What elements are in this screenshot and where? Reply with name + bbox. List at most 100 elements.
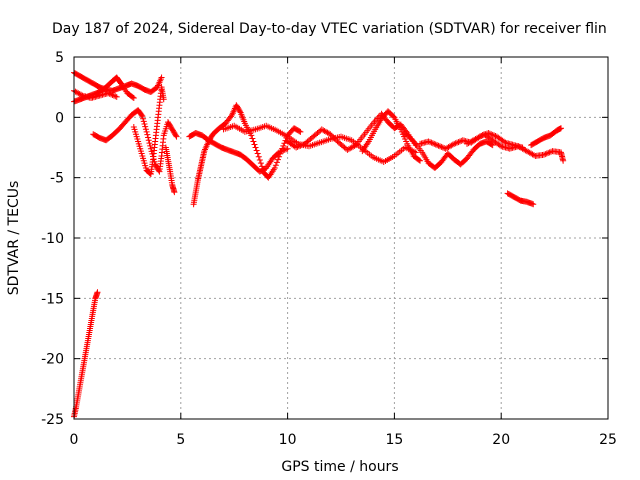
data-point — [417, 157, 424, 164]
data-point — [540, 151, 547, 158]
data-point — [334, 138, 341, 145]
data-point — [402, 130, 409, 137]
data-point — [248, 132, 255, 139]
data-point — [284, 145, 291, 152]
data-point — [429, 140, 436, 147]
data-point — [143, 128, 150, 135]
data-point — [545, 149, 552, 156]
x-tick-label: 10 — [279, 432, 297, 448]
data-point — [455, 139, 462, 146]
data-point — [415, 156, 422, 163]
data-point — [171, 189, 178, 196]
data-point — [145, 137, 152, 144]
x-tick-label: 15 — [385, 432, 403, 448]
series-16 — [504, 190, 537, 208]
x-tick-label: 20 — [492, 432, 510, 448]
data-point — [297, 142, 304, 149]
series-7 — [190, 102, 304, 208]
data-point — [560, 157, 567, 164]
data-point — [281, 140, 288, 147]
data-point — [145, 134, 152, 141]
y-tick-label: -15 — [41, 291, 64, 307]
data-point — [256, 156, 263, 163]
data-point — [146, 140, 153, 147]
series-6 — [162, 144, 178, 196]
data-point — [543, 150, 550, 157]
data-point — [530, 201, 537, 208]
data-point — [138, 112, 145, 119]
data-point — [328, 132, 335, 139]
data-point — [407, 135, 414, 142]
data-point — [542, 151, 549, 158]
series-5 — [130, 84, 167, 178]
data-point — [155, 167, 162, 174]
data-point — [160, 96, 167, 103]
data-point — [351, 142, 358, 149]
grid-lines — [74, 57, 608, 419]
data-point — [249, 135, 256, 142]
data-point — [293, 144, 300, 151]
data-point — [271, 165, 278, 172]
y-tick-label: -5 — [50, 171, 64, 187]
y-axis-label: SDTVAR / TECUs — [6, 181, 22, 296]
data-point — [253, 147, 260, 154]
data-point — [147, 145, 154, 152]
data-point — [273, 159, 280, 166]
data-point — [435, 142, 442, 149]
data-point — [105, 90, 112, 97]
data-point — [488, 141, 495, 148]
data-point — [257, 160, 264, 167]
data-point — [274, 156, 281, 163]
data-point — [436, 143, 443, 150]
series-12 — [402, 130, 496, 172]
data-point — [140, 115, 147, 122]
y-tick-label: -25 — [41, 412, 64, 428]
data-point — [327, 131, 334, 138]
data-point — [451, 140, 458, 147]
data-point — [173, 133, 180, 140]
series-9 — [220, 122, 419, 165]
data-point — [144, 131, 151, 138]
data-point — [277, 148, 284, 155]
data-point — [427, 139, 433, 146]
x-axis-label: GPS time / hours — [281, 459, 398, 475]
data-point — [112, 93, 119, 100]
data-point — [283, 146, 290, 153]
data-point — [452, 140, 459, 147]
data-point — [404, 132, 411, 139]
data-point — [330, 134, 337, 141]
data-point — [254, 150, 261, 157]
data-point — [172, 132, 179, 139]
data-point — [438, 143, 445, 150]
data-point — [331, 135, 338, 142]
data-point — [109, 92, 116, 99]
axis-ticks: 0 5 10 15 20 25 5 0 -5 -10 -15 -20 -25 — [41, 50, 617, 448]
data-point — [333, 136, 340, 143]
data-point — [158, 74, 165, 81]
data-point — [425, 138, 432, 145]
data-point — [280, 147, 287, 154]
data-point — [147, 142, 154, 149]
data-point — [294, 143, 301, 150]
data-point — [431, 140, 438, 147]
data-point — [106, 90, 113, 97]
data-point — [251, 141, 258, 148]
data-point — [432, 141, 439, 148]
data-point — [546, 149, 553, 156]
data-point — [449, 141, 456, 148]
data-point — [296, 128, 303, 135]
data-point — [94, 289, 101, 296]
data-point — [252, 144, 259, 151]
series-11 — [359, 108, 424, 164]
data-point — [142, 123, 149, 130]
series-14 — [464, 131, 567, 164]
data-point — [297, 128, 304, 135]
data-point — [496, 142, 503, 149]
x-tick-label: 5 — [176, 432, 185, 448]
data-point — [489, 131, 496, 138]
series-15 — [528, 125, 565, 149]
y-tick-label: 5 — [55, 50, 64, 66]
data-point — [272, 162, 279, 169]
data-point — [558, 125, 565, 132]
